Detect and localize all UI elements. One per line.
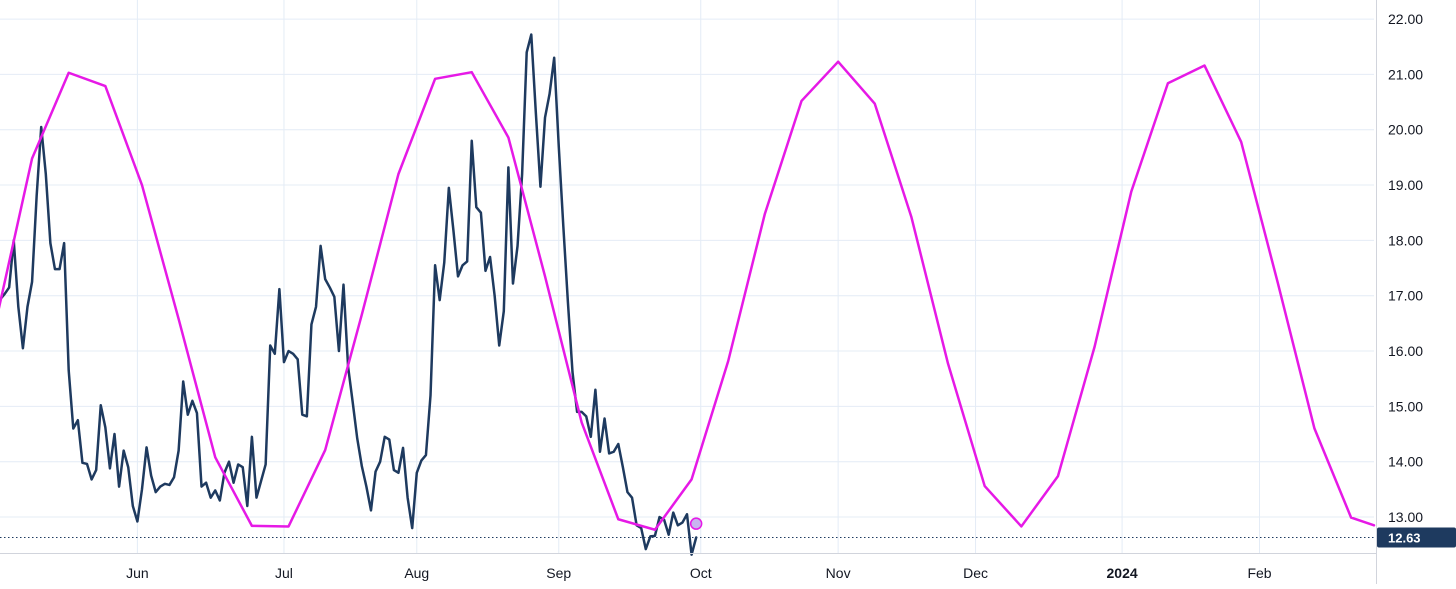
- cycle-point-marker: [689, 517, 703, 530]
- y-tick-label: 13.00: [1388, 509, 1423, 525]
- marker-layer: [689, 517, 703, 530]
- cycle-line: [0, 60, 1376, 532]
- x-tick-label: Jun: [126, 565, 149, 581]
- x-tick-label: Oct: [690, 565, 712, 581]
- x-tick-label: 2024: [1107, 565, 1138, 581]
- y-tick-label: 22.00: [1388, 11, 1423, 27]
- y-tick-label: 21.00: [1388, 66, 1423, 82]
- y-tick-label: 17.00: [1388, 288, 1423, 304]
- x-tick-label: Dec: [963, 565, 988, 581]
- x-tick-label: Nov: [826, 565, 851, 581]
- series-layer: [0, 33, 1376, 556]
- y-axis: 13.00 14.00 15.00 16.00 17.00 18.00 19.00 20.00…: [1376, 0, 1423, 584]
- y-tick-label: 15.00: [1388, 398, 1423, 414]
- y-tick-label: 19.00: [1388, 177, 1423, 193]
- last-value-tag: [1377, 527, 1456, 548]
- last-value-label: 12.63: [1388, 531, 1421, 546]
- x-tick-label: Aug: [404, 565, 429, 581]
- y-tick-label: 16.00: [1388, 343, 1423, 359]
- x-tick-label: Sep: [546, 565, 571, 581]
- x-axis: Jun Jul Aug Sep Oct Nov Dec 2024 Feb: [0, 553, 1376, 581]
- y-tick-label: 20.00: [1388, 122, 1423, 138]
- x-tick-label: Feb: [1247, 565, 1271, 581]
- y-tick-label: 14.00: [1388, 454, 1423, 470]
- grid: [0, 0, 1374, 553]
- last-value-layer: 12.63: [0, 527, 1456, 548]
- y-tick-label: 18.00: [1388, 232, 1423, 248]
- x-tick-label: Jul: [275, 565, 293, 581]
